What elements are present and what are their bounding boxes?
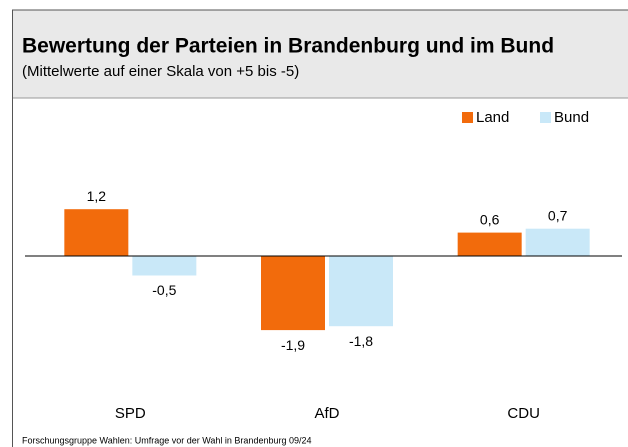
chart-title: Bewertung der Parteien in Brandenburg un… bbox=[22, 35, 554, 58]
x-tick-label: SPD bbox=[115, 405, 146, 422]
legend-label: Bund bbox=[554, 109, 589, 126]
header-background bbox=[12, 10, 628, 98]
legend-swatch bbox=[462, 112, 473, 123]
x-tick-label: CDU bbox=[507, 405, 540, 422]
value-label: -0,5 bbox=[152, 282, 176, 298]
bar bbox=[261, 256, 325, 331]
bar bbox=[525, 228, 590, 256]
bar bbox=[132, 256, 197, 276]
chart-subtitle: (Mittelwerte auf einer Skala von +5 bis … bbox=[22, 63, 299, 80]
legend-label: Land bbox=[476, 109, 509, 126]
value-label: 0,6 bbox=[480, 211, 500, 227]
source: Forschungsgruppe Wahlen: Umfrage vor der… bbox=[22, 435, 312, 445]
bar bbox=[457, 232, 522, 256]
x-tick-label: AfD bbox=[314, 405, 339, 422]
bar bbox=[64, 209, 129, 256]
bar bbox=[329, 256, 393, 327]
legend-swatch bbox=[540, 112, 551, 123]
value-label: 1,2 bbox=[87, 188, 107, 204]
value-label: -1,9 bbox=[281, 337, 305, 353]
value-label: -1,8 bbox=[349, 333, 373, 349]
value-label: 0,7 bbox=[548, 207, 568, 223]
